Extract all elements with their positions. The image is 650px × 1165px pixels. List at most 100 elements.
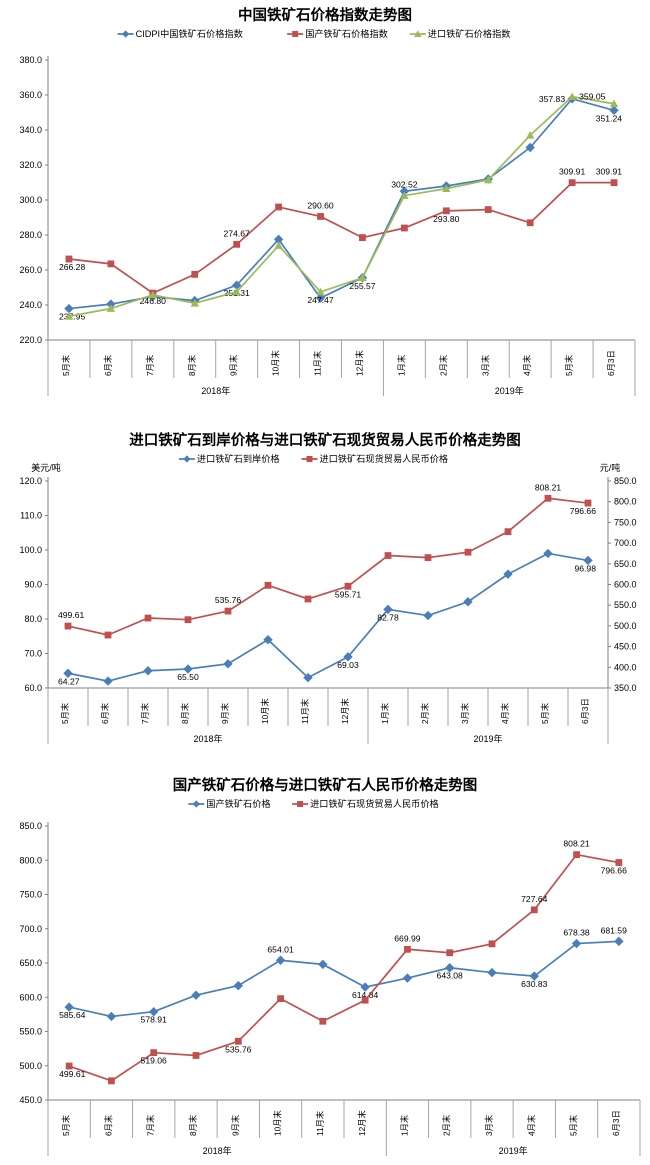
svg-text:6月3日: 6月3日 xyxy=(606,350,616,376)
svg-text:800.0: 800.0 xyxy=(614,497,637,507)
svg-text:320.0: 320.0 xyxy=(19,160,42,170)
svg-text:600.0: 600.0 xyxy=(614,580,637,590)
svg-text:796.66: 796.66 xyxy=(601,866,628,876)
svg-text:10月末: 10月末 xyxy=(260,697,270,724)
svg-text:65.50: 65.50 xyxy=(177,672,199,682)
svg-text:578.91: 578.91 xyxy=(141,1015,168,1025)
svg-text:750.0: 750.0 xyxy=(19,890,42,900)
svg-text:国产铁矿石价格指数: 国产铁矿石价格指数 xyxy=(305,28,388,39)
svg-text:12月末: 12月末 xyxy=(340,697,350,724)
svg-text:11月末: 11月末 xyxy=(313,350,323,376)
svg-text:585.64: 585.64 xyxy=(59,1010,86,1020)
svg-text:274.67: 274.67 xyxy=(224,228,251,238)
svg-text:2019年: 2019年 xyxy=(473,733,502,744)
svg-text:360.0: 360.0 xyxy=(19,90,42,100)
svg-text:600.0: 600.0 xyxy=(19,992,42,1002)
svg-text:8月末: 8月末 xyxy=(188,1114,198,1136)
svg-text:CIDPI中国铁矿石价格指数: CIDPI中国铁矿石价格指数 xyxy=(136,28,243,39)
svg-text:850.0: 850.0 xyxy=(614,476,637,486)
svg-text:69.03: 69.03 xyxy=(337,660,359,670)
svg-text:2018年: 2018年 xyxy=(203,1145,232,1156)
svg-text:9月末: 9月末 xyxy=(229,354,239,376)
svg-text:1月末: 1月末 xyxy=(396,354,406,376)
svg-text:450.0: 450.0 xyxy=(614,642,637,652)
svg-text:300.0: 300.0 xyxy=(19,195,42,205)
svg-text:630.83: 630.83 xyxy=(521,979,548,989)
svg-text:110.0: 110.0 xyxy=(20,511,42,521)
svg-text:280.0: 280.0 xyxy=(19,230,42,240)
svg-text:5月末: 5月末 xyxy=(564,354,574,376)
svg-text:9月末: 9月末 xyxy=(230,1114,240,1136)
svg-text:8月末: 8月末 xyxy=(187,354,197,376)
svg-text:240.0: 240.0 xyxy=(19,300,42,310)
svg-text:2018年: 2018年 xyxy=(193,733,222,744)
svg-text:6月末: 6月末 xyxy=(103,1114,113,1136)
svg-text:499.61: 499.61 xyxy=(59,1069,86,1079)
svg-text:500.0: 500.0 xyxy=(19,1061,42,1071)
svg-text:220.0: 220.0 xyxy=(19,335,42,345)
svg-text:5月末: 5月末 xyxy=(61,1114,71,1136)
svg-text:535.76: 535.76 xyxy=(215,595,242,605)
svg-text:499.61: 499.61 xyxy=(58,610,85,620)
svg-text:5月末: 5月末 xyxy=(60,702,70,724)
svg-text:7月末: 7月末 xyxy=(145,354,155,376)
svg-text:535.76: 535.76 xyxy=(225,1044,252,1054)
svg-text:643.08: 643.08 xyxy=(437,971,464,981)
svg-text:808.21: 808.21 xyxy=(535,482,562,492)
svg-text:90.0: 90.0 xyxy=(24,580,42,590)
svg-text:340.0: 340.0 xyxy=(19,125,42,135)
svg-text:450.0: 450.0 xyxy=(19,1095,42,1105)
svg-text:260.0: 260.0 xyxy=(19,265,42,275)
svg-text:82.78: 82.78 xyxy=(377,612,399,622)
svg-text:96.98: 96.98 xyxy=(574,563,596,573)
svg-text:255.57: 255.57 xyxy=(349,281,376,291)
svg-text:650.0: 650.0 xyxy=(19,958,42,968)
svg-text:650.0: 650.0 xyxy=(614,559,637,569)
svg-text:进口铁矿石到岸价格: 进口铁矿石到岸价格 xyxy=(197,453,280,464)
svg-text:750.0: 750.0 xyxy=(614,517,637,527)
svg-text:700.0: 700.0 xyxy=(19,924,42,934)
svg-text:进口铁矿石现货贸易人民币价格: 进口铁矿石现货贸易人民币价格 xyxy=(310,798,439,809)
svg-text:2018年: 2018年 xyxy=(201,385,230,396)
svg-text:国产铁矿石价格与进口铁矿石人民币价格走势图: 国产铁矿石价格与进口铁矿石人民币价格走势图 xyxy=(173,776,478,794)
svg-text:1月末: 1月末 xyxy=(380,702,390,724)
svg-text:100.0: 100.0 xyxy=(19,545,42,555)
svg-text:500.0: 500.0 xyxy=(614,621,637,631)
svg-text:669.99: 669.99 xyxy=(394,933,421,943)
svg-text:727.64: 727.64 xyxy=(521,894,548,904)
svg-text:796.66: 796.66 xyxy=(570,506,597,516)
svg-text:681.59: 681.59 xyxy=(601,925,628,935)
svg-text:70.0: 70.0 xyxy=(24,649,42,659)
svg-text:6月3日: 6月3日 xyxy=(611,1110,621,1136)
svg-text:2月末: 2月末 xyxy=(442,1114,452,1136)
svg-text:11月末: 11月末 xyxy=(300,698,310,724)
svg-text:4月末: 4月末 xyxy=(526,1114,536,1136)
svg-text:400.0: 400.0 xyxy=(614,662,637,672)
svg-text:2019年: 2019年 xyxy=(499,1145,528,1156)
svg-text:9月末: 9月末 xyxy=(220,702,230,724)
svg-text:2月末: 2月末 xyxy=(420,702,430,724)
svg-text:700.0: 700.0 xyxy=(614,538,637,548)
svg-text:309.91: 309.91 xyxy=(559,167,586,177)
svg-text:美元/吨: 美元/吨 xyxy=(31,462,61,473)
svg-text:359.05: 359.05 xyxy=(579,92,606,102)
svg-text:进口铁矿石现货贸易人民币价格: 进口铁矿石现货贸易人民币价格 xyxy=(320,453,449,464)
svg-text:247.47: 247.47 xyxy=(307,295,334,305)
svg-text:120.0: 120.0 xyxy=(19,476,42,486)
svg-text:12月末: 12月末 xyxy=(357,1109,367,1136)
svg-text:350.0: 350.0 xyxy=(614,683,637,693)
svg-text:4月末: 4月末 xyxy=(500,702,510,724)
svg-text:380.0: 380.0 xyxy=(19,55,42,65)
svg-text:595.71: 595.71 xyxy=(335,589,362,599)
svg-text:351.24: 351.24 xyxy=(596,113,623,123)
svg-text:7月末: 7月末 xyxy=(146,1114,156,1136)
svg-text:302.52: 302.52 xyxy=(391,180,418,190)
svg-text:中国铁矿石价格指数走势图: 中国铁矿石价格指数走势图 xyxy=(238,6,412,24)
svg-text:550.0: 550.0 xyxy=(19,1027,42,1037)
svg-text:1月末: 1月末 xyxy=(399,1114,409,1136)
svg-text:293.80: 293.80 xyxy=(433,214,460,224)
svg-text:3月末: 3月末 xyxy=(480,354,490,376)
svg-text:64.27: 64.27 xyxy=(58,676,80,686)
svg-text:5月末: 5月末 xyxy=(540,702,550,724)
svg-text:519.06: 519.06 xyxy=(141,1056,168,1066)
